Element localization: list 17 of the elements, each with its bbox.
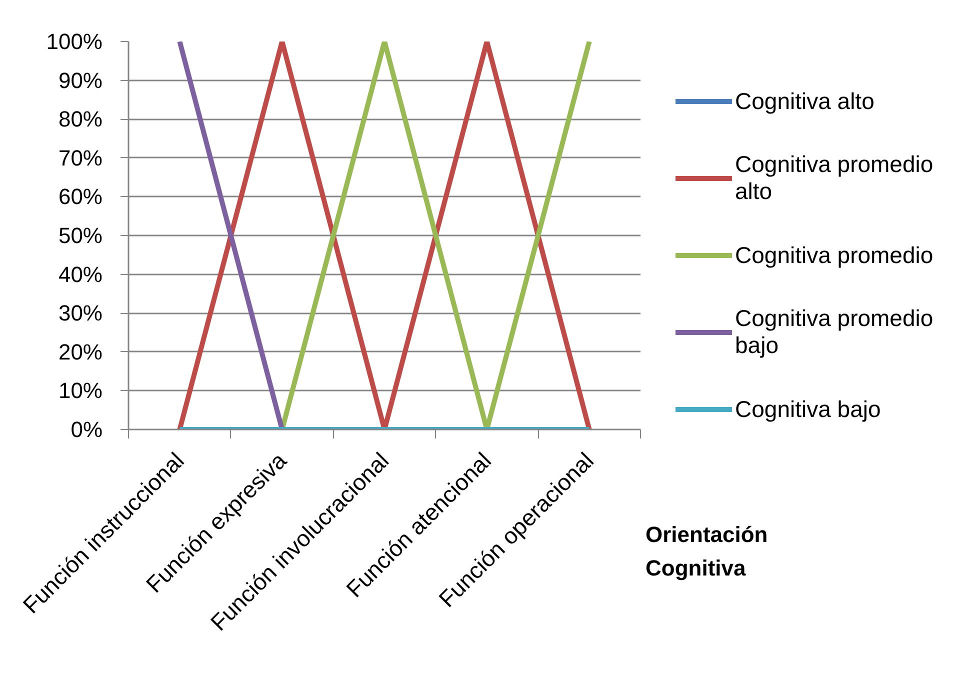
y-tick-label: 20% bbox=[58, 339, 103, 364]
y-tick-label: 40% bbox=[58, 262, 103, 287]
legend-label: Cognitiva alto bbox=[735, 88, 874, 114]
y-tick-label: 0% bbox=[70, 417, 102, 442]
legend-label: Cognitiva promedio alto bbox=[735, 151, 934, 205]
y-tick-label: 70% bbox=[58, 145, 103, 170]
y-tick-label: 60% bbox=[58, 184, 103, 210]
y-tick-label: 80% bbox=[58, 106, 103, 132]
legend-label: Cognitiva bajo bbox=[735, 396, 881, 422]
legend-label: Cognitiva promedio bajo bbox=[735, 305, 934, 359]
legend-label: Cognitiva promedio bbox=[735, 242, 934, 268]
y-tick-label: 90% bbox=[58, 68, 103, 93]
x-axis-title: Orientación Cognitiva bbox=[646, 522, 768, 580]
y-tick-label: 100% bbox=[46, 29, 103, 54]
y-tick-label: 10% bbox=[58, 378, 103, 404]
y-tick-label: 30% bbox=[58, 300, 103, 326]
y-tick-label: 50% bbox=[58, 223, 103, 248]
